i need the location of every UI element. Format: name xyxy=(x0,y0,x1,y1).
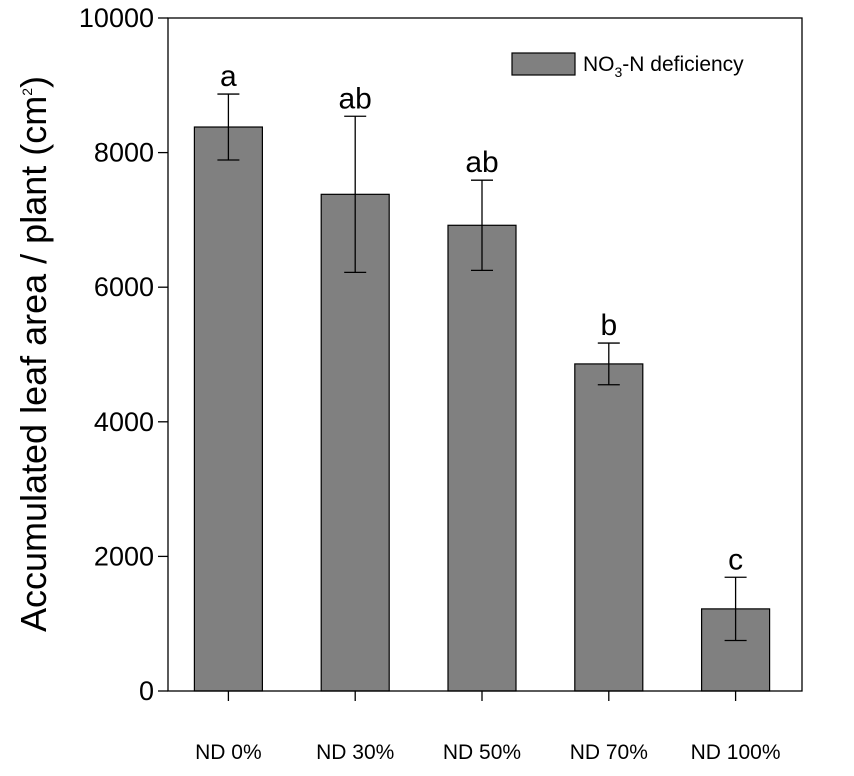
y-axis-label-sup: 2 xyxy=(19,88,35,96)
significance-label-3: b xyxy=(600,309,617,342)
x-tick-label-4: ND 100% xyxy=(691,741,781,764)
x-axis-ticks: ND 0% ND 30% ND 50% ND 70% ND 100% xyxy=(195,691,781,764)
legend-label: NO3-N deficiency xyxy=(583,53,744,80)
legend-label-part-1: NO xyxy=(583,53,615,76)
significance-label-2: ab xyxy=(465,146,498,179)
error-bars-layer xyxy=(217,93,747,642)
y-tick-label-2: 4000 xyxy=(94,407,154,437)
y-axis-label-close: ) xyxy=(13,76,54,88)
y-axis-label: Accumulated leaf area / plant (cm2) xyxy=(13,76,54,632)
y-axis-label-main: Accumulated leaf area / plant (cm xyxy=(13,96,54,632)
legend-swatch xyxy=(511,52,576,76)
x-tick-label-0: ND 0% xyxy=(195,741,262,764)
x-tick-label-1: ND 30% xyxy=(316,741,394,764)
y-tick-label-1: 2000 xyxy=(94,541,154,571)
significance-labels-layer: a ab ab b c xyxy=(220,60,743,576)
y-axis-ticks: 0 2000 4000 6000 8000 10000 xyxy=(79,3,168,706)
y-tick-label-0: 0 xyxy=(139,676,154,706)
legend-label-sub: 3 xyxy=(615,64,623,80)
significance-label-4: c xyxy=(728,543,743,576)
x-tick-label-2: ND 50% xyxy=(443,741,521,764)
bar-3 xyxy=(574,363,644,692)
legend: NO3-N deficiency xyxy=(511,52,744,80)
y-tick-label-3: 6000 xyxy=(94,272,154,302)
plot-frame xyxy=(167,17,803,692)
significance-label-1: ab xyxy=(339,82,372,115)
bar-2 xyxy=(447,224,517,692)
y-tick-label-4: 8000 xyxy=(94,138,154,168)
bar-0 xyxy=(193,126,263,692)
significance-label-0: a xyxy=(220,60,237,93)
bar-1 xyxy=(320,193,390,692)
x-tick-label-3: ND 70% xyxy=(570,741,648,764)
legend-label-part-2: -N deficiency xyxy=(622,53,744,76)
y-tick-label-5: 10000 xyxy=(79,3,154,33)
